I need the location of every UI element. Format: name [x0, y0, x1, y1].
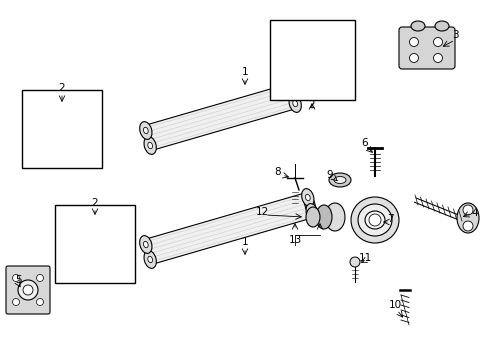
- Text: 12: 12: [255, 207, 269, 217]
- FancyBboxPatch shape: [6, 266, 50, 314]
- Circle shape: [36, 274, 44, 282]
- Ellipse shape: [457, 203, 479, 233]
- Circle shape: [410, 37, 418, 46]
- Circle shape: [463, 221, 473, 231]
- Ellipse shape: [334, 176, 346, 184]
- Circle shape: [434, 37, 442, 46]
- Text: 13: 13: [289, 235, 302, 245]
- Text: 8: 8: [275, 167, 281, 177]
- Polygon shape: [145, 84, 296, 150]
- Ellipse shape: [57, 102, 67, 117]
- Ellipse shape: [351, 197, 399, 243]
- Ellipse shape: [68, 239, 83, 249]
- Circle shape: [89, 238, 101, 250]
- Text: 10: 10: [389, 300, 402, 310]
- Circle shape: [18, 280, 38, 300]
- Text: 9: 9: [327, 170, 333, 180]
- Ellipse shape: [289, 85, 293, 92]
- Ellipse shape: [107, 239, 122, 249]
- Ellipse shape: [283, 55, 299, 66]
- Circle shape: [23, 285, 33, 295]
- Circle shape: [13, 298, 20, 306]
- Ellipse shape: [140, 122, 152, 139]
- Text: 7: 7: [387, 214, 393, 224]
- Bar: [270, 20, 355, 100]
- Ellipse shape: [57, 141, 67, 156]
- Circle shape: [36, 298, 44, 306]
- Ellipse shape: [316, 205, 332, 229]
- Text: 5: 5: [15, 275, 21, 285]
- Ellipse shape: [285, 80, 297, 98]
- Text: 4: 4: [472, 208, 478, 218]
- Ellipse shape: [90, 256, 100, 271]
- Text: 2: 2: [59, 83, 65, 93]
- Bar: [55, 205, 135, 283]
- Ellipse shape: [140, 235, 152, 253]
- Ellipse shape: [302, 189, 314, 206]
- Circle shape: [369, 214, 381, 226]
- Ellipse shape: [144, 127, 148, 134]
- Ellipse shape: [324, 55, 341, 66]
- Ellipse shape: [307, 73, 318, 89]
- Text: 1: 1: [242, 237, 248, 247]
- Bar: [22, 90, 102, 168]
- Ellipse shape: [90, 217, 100, 232]
- Circle shape: [306, 54, 318, 66]
- Ellipse shape: [144, 251, 156, 269]
- Ellipse shape: [35, 124, 50, 134]
- Ellipse shape: [144, 241, 148, 248]
- Text: 1: 1: [242, 67, 248, 77]
- Ellipse shape: [293, 100, 297, 107]
- Text: 11: 11: [358, 253, 371, 263]
- Ellipse shape: [304, 193, 316, 217]
- Ellipse shape: [306, 207, 320, 227]
- Circle shape: [463, 205, 473, 215]
- Ellipse shape: [435, 21, 449, 31]
- FancyBboxPatch shape: [399, 27, 455, 69]
- Text: 2: 2: [309, 100, 315, 110]
- Ellipse shape: [411, 21, 425, 31]
- Text: 3: 3: [452, 30, 458, 40]
- Ellipse shape: [74, 124, 89, 134]
- Circle shape: [56, 123, 68, 135]
- Circle shape: [410, 54, 418, 63]
- Ellipse shape: [329, 173, 351, 187]
- Text: 2: 2: [92, 198, 98, 208]
- Circle shape: [434, 54, 442, 63]
- Polygon shape: [145, 193, 314, 265]
- Ellipse shape: [305, 194, 310, 201]
- Ellipse shape: [148, 256, 152, 263]
- Circle shape: [13, 274, 20, 282]
- Ellipse shape: [325, 203, 345, 231]
- Ellipse shape: [148, 142, 152, 149]
- Text: 6: 6: [362, 138, 368, 148]
- Ellipse shape: [289, 95, 301, 112]
- Ellipse shape: [306, 204, 318, 221]
- Ellipse shape: [358, 204, 392, 236]
- Circle shape: [350, 257, 360, 267]
- Ellipse shape: [307, 31, 318, 48]
- Ellipse shape: [310, 209, 315, 216]
- Ellipse shape: [287, 84, 299, 109]
- Ellipse shape: [144, 136, 156, 154]
- Ellipse shape: [365, 211, 385, 229]
